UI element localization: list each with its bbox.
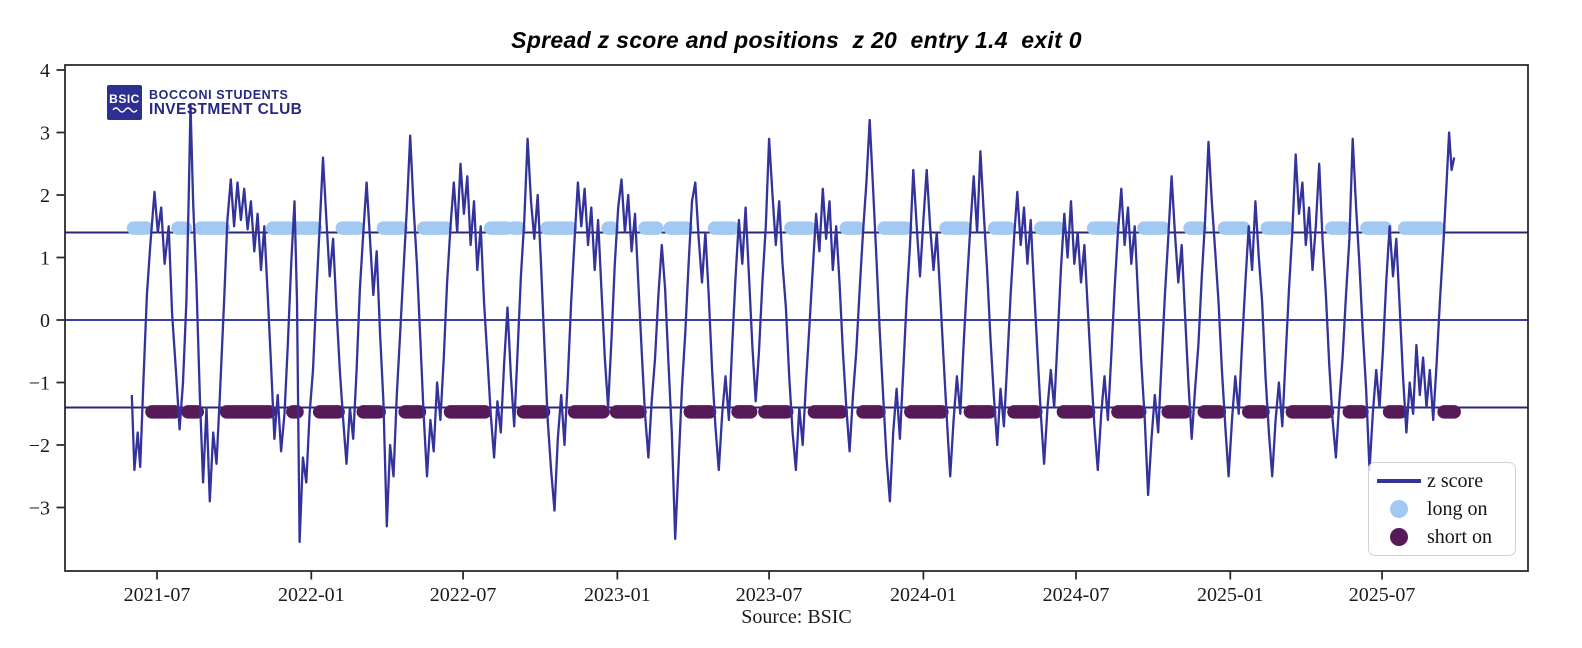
y-tick-label: −2 bbox=[29, 435, 50, 457]
y-tick-label: 0 bbox=[40, 310, 50, 332]
y-tick-label: −3 bbox=[29, 498, 50, 520]
y-tick-label: −1 bbox=[29, 373, 50, 395]
legend-item-short-on: short on bbox=[1371, 523, 1513, 551]
y-tick-label: 4 bbox=[40, 60, 50, 82]
x-tick-label: 2024-01 bbox=[890, 584, 957, 606]
logo-line1: BOCCONI STUDENTS bbox=[149, 87, 289, 102]
legend-label: long on bbox=[1427, 497, 1488, 520]
plot-frame bbox=[64, 64, 1529, 572]
logo-line2: INVESTMENT CLUB bbox=[149, 100, 303, 118]
z-score-line bbox=[130, 103, 1456, 544]
bsic-logo-badge: BSIC bbox=[107, 85, 142, 120]
legend-label: short on bbox=[1427, 525, 1492, 548]
bsic-badge-text: BSIC bbox=[109, 91, 140, 106]
x-tick-label: 2023-07 bbox=[736, 584, 803, 606]
x-tick-label: 2023-01 bbox=[584, 584, 651, 606]
x-tick-label: 2025-01 bbox=[1197, 584, 1264, 606]
wave-icon bbox=[111, 106, 138, 113]
x-tick-label: 2022-07 bbox=[430, 584, 497, 606]
legend-label: z score bbox=[1427, 469, 1484, 492]
y-tick-label: 2 bbox=[40, 185, 50, 207]
x-tick-label: 2021-07 bbox=[124, 584, 191, 606]
zscore-line-swatch bbox=[1371, 479, 1427, 483]
legend: z score long on short on bbox=[1368, 462, 1516, 556]
y-tick-label: 1 bbox=[40, 248, 50, 270]
bsic-logo-text: BOCCONI STUDENTS INVESTMENT CLUB bbox=[149, 88, 302, 118]
bsic-logo: BSIC BOCCONI STUDENTS INVESTMENT CLUB bbox=[107, 85, 302, 120]
legend-item-zscore: z score bbox=[1371, 467, 1513, 495]
source-note: Source: BSIC bbox=[741, 606, 852, 628]
long-on-dot-swatch bbox=[1371, 500, 1427, 518]
short-on-dot-swatch bbox=[1371, 528, 1427, 546]
x-tick-label: 2024-07 bbox=[1043, 584, 1110, 606]
chart-title: Spread z score and positions z 20 entry … bbox=[511, 27, 1082, 53]
y-tick-label: 3 bbox=[40, 123, 50, 145]
legend-item-long-on: long on bbox=[1371, 495, 1513, 523]
x-tick-label: 2022-01 bbox=[278, 584, 345, 606]
x-tick-label: 2025-07 bbox=[1349, 584, 1416, 606]
